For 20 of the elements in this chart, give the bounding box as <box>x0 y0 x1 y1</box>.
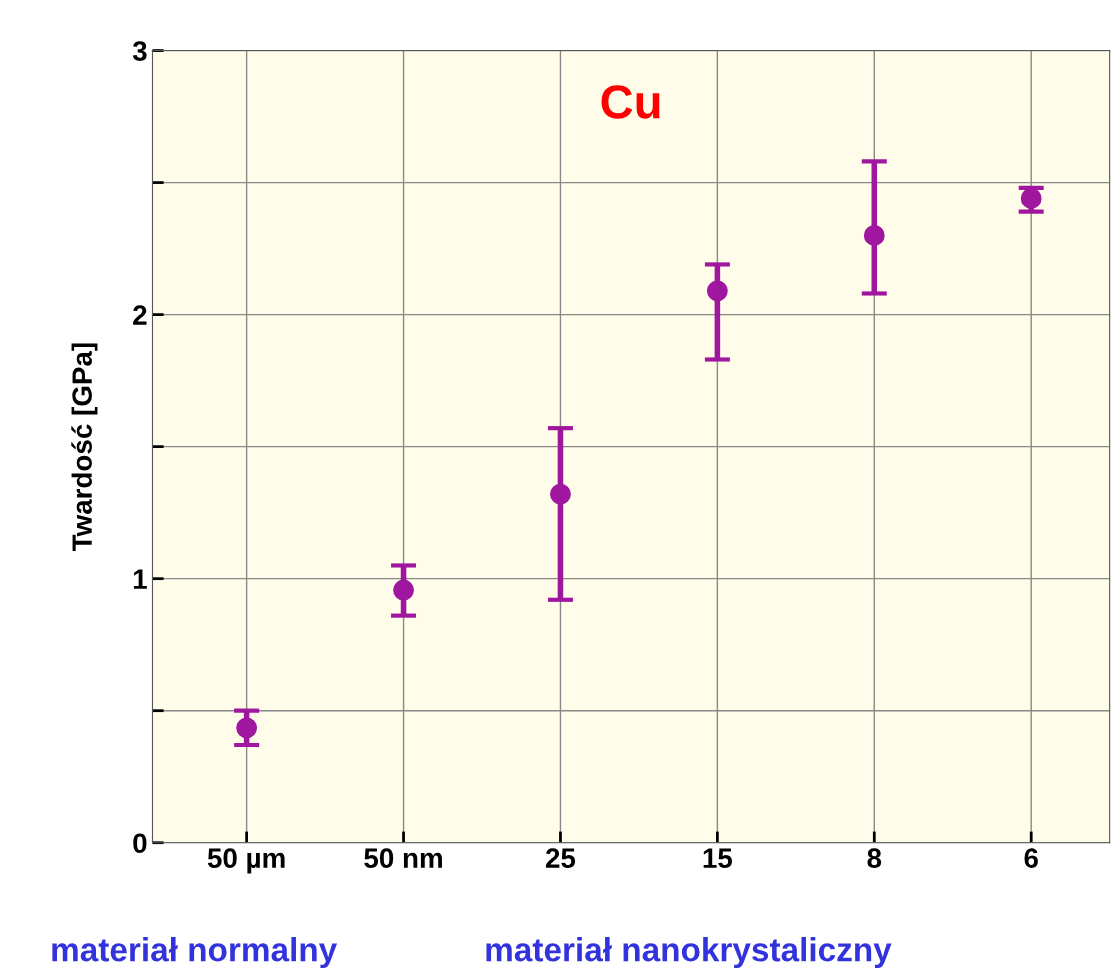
text: materiał nanokrystaliczny <box>486 937 892 969</box>
y-axis-title: Twardość [GPa] <box>71 343 98 552</box>
x-tick-label: 50 nm <box>364 848 442 868</box>
x-tick-label: 15 <box>703 848 733 868</box>
annotation: Cu <box>601 85 660 119</box>
point <box>863 224 885 246</box>
point <box>706 280 728 302</box>
point <box>550 483 571 505</box>
point <box>236 717 258 739</box>
y-tick-label: 2 <box>133 305 147 325</box>
point <box>393 579 414 601</box>
x-tick-label: 25 <box>545 848 576 868</box>
x-tick-label: 8 <box>867 848 882 868</box>
y-tick-label: 3 <box>132 41 147 61</box>
text: materiał normalny <box>52 937 338 969</box>
y-tick-label: 0 <box>133 833 147 854</box>
y-tick-label: 1 <box>133 569 147 589</box>
x-tick-label: 6 <box>1024 848 1038 868</box>
point <box>1020 188 1042 209</box>
x-tick-label: 50 µm <box>207 848 285 874</box>
